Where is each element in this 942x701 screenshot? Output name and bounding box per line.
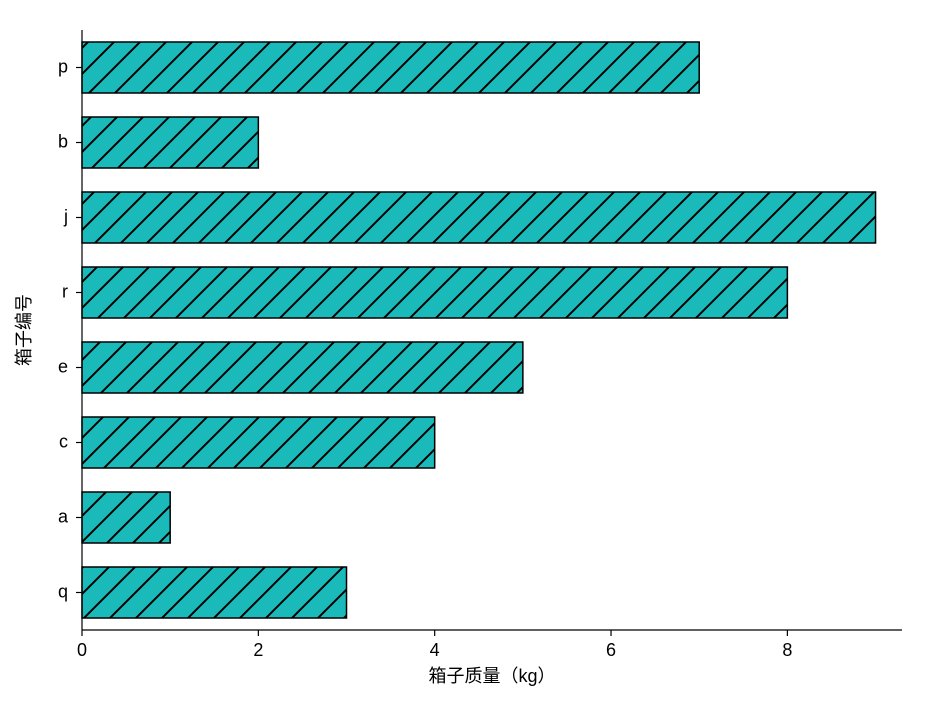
y-tick-label: a	[58, 506, 69, 526]
bar-p	[82, 42, 699, 93]
bar-b	[82, 117, 258, 168]
x-tick-label: 4	[430, 640, 440, 660]
bar-q	[82, 567, 347, 618]
y-tick-label: r	[62, 281, 68, 301]
bar-r	[82, 267, 787, 318]
x-tick-label: 6	[606, 640, 616, 660]
bar-chart: q a c e r j b p 0 2 4 6 8 箱子质量（kg） 箱子编号	[0, 0, 942, 701]
y-tick-label: j	[63, 206, 68, 226]
bar-e	[82, 342, 523, 393]
y-tick-label: b	[58, 131, 68, 151]
y-tick-label: e	[58, 356, 68, 376]
y-tick-label: q	[58, 581, 68, 601]
bar-c	[82, 417, 435, 468]
y-tick-label: p	[58, 56, 68, 76]
x-tick-label: 0	[77, 640, 87, 660]
x-axis-label: 箱子质量（kg）	[428, 666, 555, 686]
bar-a	[82, 492, 170, 543]
x-tick-label: 8	[782, 640, 792, 660]
x-tick-label: 2	[253, 640, 263, 660]
bar-j	[82, 192, 876, 243]
y-tick-label: c	[59, 431, 68, 451]
y-axis-label: 箱子编号	[14, 294, 34, 366]
